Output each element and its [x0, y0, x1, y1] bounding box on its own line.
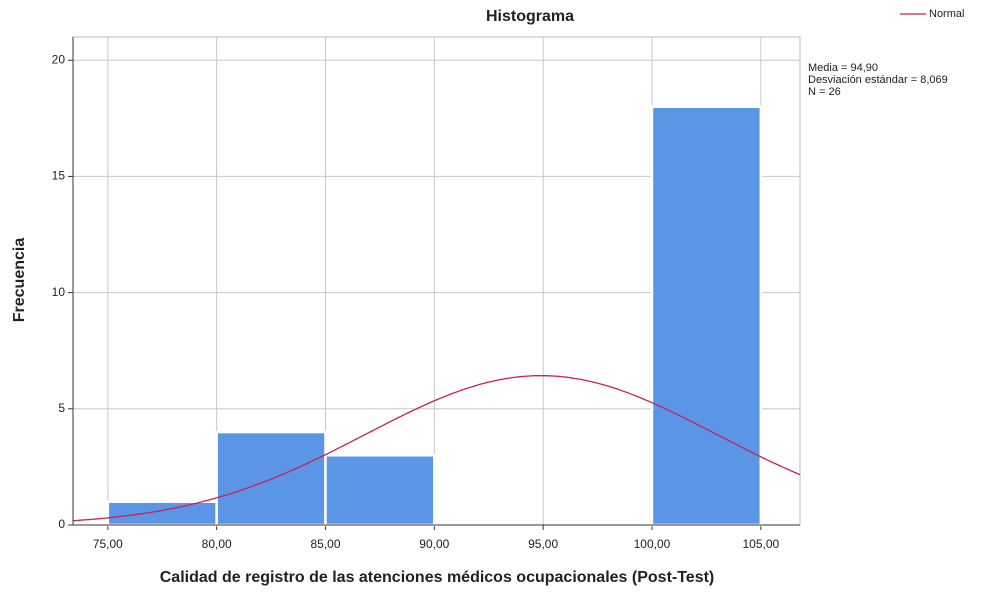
x-tick-label: 90,00 — [419, 537, 449, 551]
x-tick-label: 95,00 — [528, 537, 558, 551]
bar — [324, 454, 436, 527]
y-tick-label: 10 — [52, 285, 66, 299]
legend-label: Normal — [929, 8, 964, 20]
bar — [106, 500, 218, 527]
stat-label: N = 26 — [808, 86, 841, 98]
y-axis-label: Frecuencia — [11, 238, 28, 323]
normal-curve — [72, 374, 801, 522]
chart-title: Histograma — [486, 8, 574, 25]
stat-label: Desviación estándar = 8,069 — [808, 74, 948, 86]
x-tick-label: 80,00 — [202, 537, 232, 551]
y-tick-label: 20 — [52, 52, 66, 66]
x-tick-label: 105,00 — [742, 537, 779, 551]
y-tick-label: 15 — [52, 169, 66, 183]
stat-label: Media = 94,90 — [808, 62, 878, 74]
x-tick-label: 75,00 — [93, 537, 123, 551]
x-tick-label: 100,00 — [634, 537, 671, 551]
bar — [650, 105, 763, 527]
x-tick-label: 85,00 — [310, 537, 340, 551]
y-tick-label: 0 — [58, 517, 65, 531]
y-tick-label: 5 — [58, 401, 65, 415]
x-axis-label: Calidad de registro de las atenciones mé… — [160, 569, 715, 586]
